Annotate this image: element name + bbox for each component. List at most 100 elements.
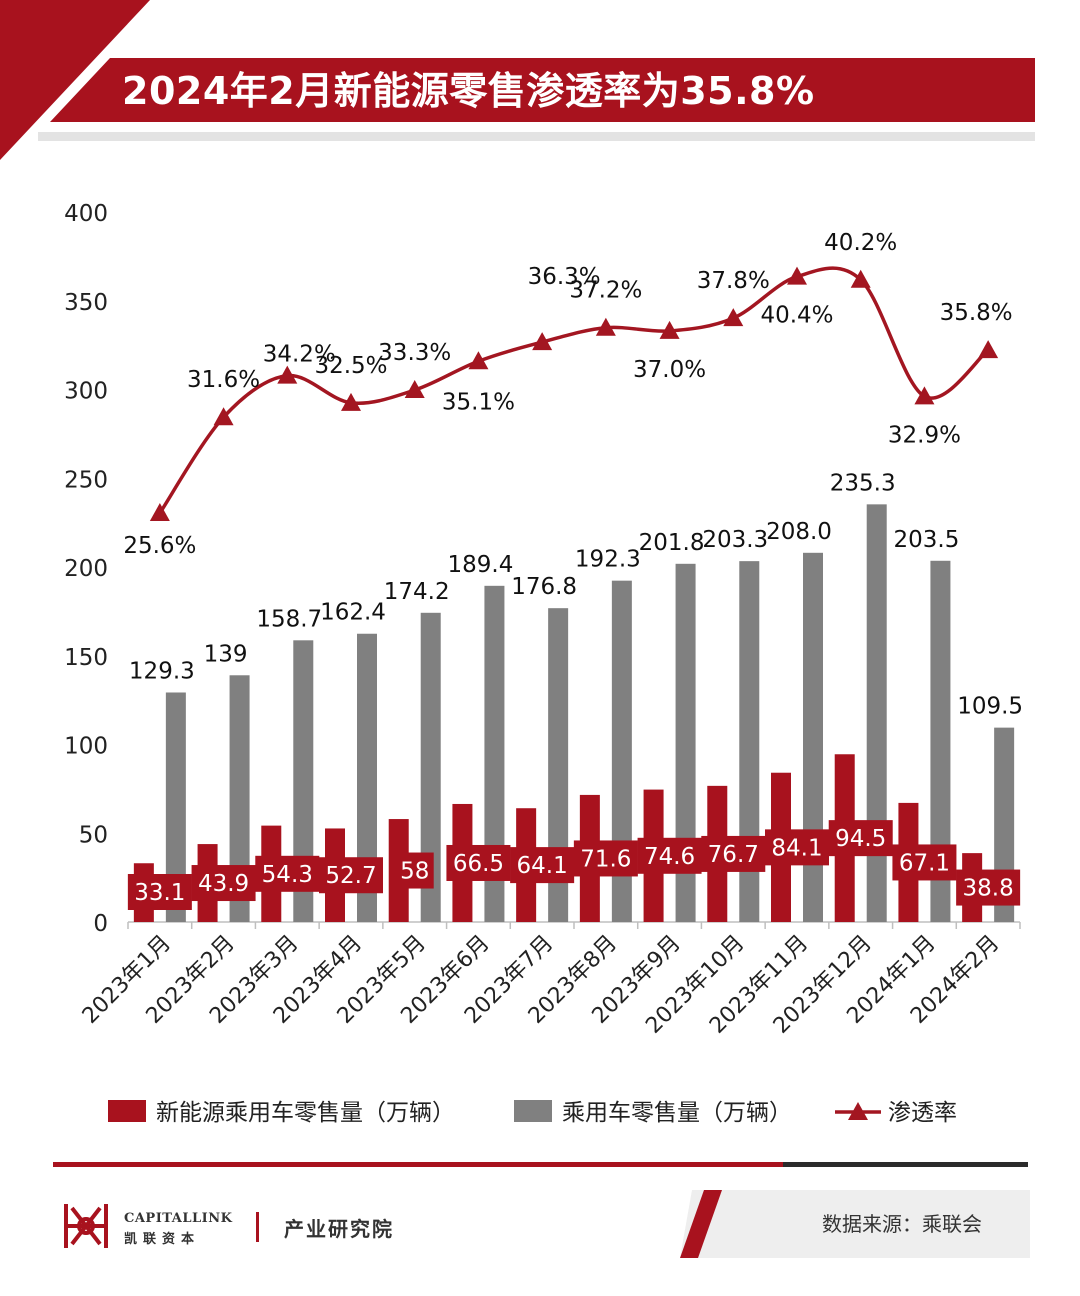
- legend-rate-marker: [848, 1102, 868, 1120]
- penetration-marker: [850, 269, 871, 288]
- nev-labels: 33.1 43.9 54.3 52.7 58 66.5 64.1 71.6 74.6 76.7 84…: [127, 820, 1021, 910]
- passenger-car-label: 235.3: [830, 470, 896, 496]
- header-divider: [38, 132, 1035, 141]
- nev-label: 54.3: [262, 862, 313, 888]
- passenger-car-bar: [866, 504, 887, 922]
- legend-rate-label: 渗透率: [888, 1100, 957, 1126]
- passenger-car-bars: [165, 504, 1015, 922]
- sales-penetration-chart: 0 50 100 150 200 250 300 350 400 129.3 139 158.716…: [64, 201, 1023, 1126]
- footer-line-red: [53, 1162, 783, 1167]
- nev-label-box: [637, 837, 702, 874]
- title-bar: [50, 58, 1035, 122]
- penetration-marker: [787, 266, 807, 285]
- nev-label: 38.8: [963, 876, 1014, 902]
- penetration-label: 33.3%: [378, 340, 451, 366]
- nev-label-box: [191, 865, 256, 902]
- penetration-label: 36.3%: [528, 264, 601, 290]
- y-tick-label: 150: [64, 645, 108, 671]
- nev-label-box: [127, 874, 192, 910]
- legend-passenger-swatch: [514, 1100, 552, 1122]
- penetration-line: [149, 266, 999, 522]
- passenger-car-label: 176.8: [511, 574, 577, 600]
- passenger-car-bar: [611, 580, 632, 922]
- penetration-label: 37.0%: [633, 357, 706, 383]
- logo-text-en: CAPITALLINK: [124, 1211, 233, 1226]
- logo-separator: [256, 1212, 259, 1242]
- penetration-labels: 25.6% 31.6%34.2%32.5%33.3% 35.1% 36.3%37.2%…: [123, 230, 1012, 559]
- passenger-car-label: 189.4: [447, 552, 513, 578]
- nev-label: 64.1: [517, 853, 568, 879]
- y-tick-label: 400: [64, 201, 108, 227]
- penetration-marker: [978, 340, 999, 359]
- passenger-car-bar: [293, 640, 314, 922]
- nev-label: 74.6: [644, 844, 695, 870]
- page-title: 2024年2月新能源零售渗透率为35.8%: [122, 69, 815, 113]
- nev-label-box: [828, 820, 893, 857]
- nev-label: 43.9: [198, 871, 249, 897]
- nev-label: 84.1: [771, 835, 822, 861]
- penetration-marker: [277, 365, 298, 384]
- penetration-marker: [532, 332, 553, 351]
- legend-nev-label: 新能源乘用车零售量（万辆）: [156, 1100, 455, 1126]
- passenger-car-bar: [484, 585, 505, 922]
- passenger-car-label: 139: [204, 641, 248, 667]
- penetration-label: 32.5%: [314, 353, 387, 379]
- nev-bars: [133, 754, 983, 922]
- penetration-label: 40.4%: [760, 303, 833, 329]
- nev-label: 33.1: [134, 880, 185, 906]
- passenger-car-label: 162.4: [320, 600, 386, 626]
- legend: 新能源乘用车零售量（万辆） 乘用车零售量（万辆） 渗透率: [108, 1100, 957, 1126]
- passenger-car-label: 203.3: [702, 527, 768, 553]
- penetration-marker: [341, 392, 361, 411]
- nev-label-box: [701, 835, 766, 872]
- y-tick-label: 50: [79, 822, 108, 848]
- nev-label: 76.7: [708, 842, 759, 868]
- penetration-marker: [213, 407, 234, 426]
- capitallink-logo-icon: [64, 1204, 108, 1248]
- y-tick-label: 200: [64, 556, 108, 582]
- x-axis-line: [127, 921, 1021, 929]
- penetration-marker: [404, 380, 425, 399]
- nev-label-box: [395, 852, 434, 889]
- penetration-marker: [149, 503, 170, 522]
- y-tick-label: 300: [64, 379, 108, 405]
- data-source: 数据来源：乘联会: [822, 1212, 982, 1236]
- penetration-label: 40.2%: [824, 230, 897, 256]
- nev-label-box: [892, 844, 957, 881]
- legend-nev-swatch: [108, 1100, 146, 1122]
- penetration-label: 37.8%: [697, 268, 770, 294]
- passenger-car-bar: [739, 561, 760, 922]
- source-box: [680, 1190, 1030, 1258]
- nev-label-box: [510, 847, 575, 884]
- nev-label-box: [765, 829, 829, 866]
- penetration-label: 35.8%: [940, 300, 1013, 326]
- nev-label: 67.1: [899, 850, 950, 876]
- passenger-car-bar: [420, 612, 441, 922]
- y-tick-label: 0: [93, 911, 108, 937]
- passenger-car-label: 158.7: [256, 606, 322, 632]
- passenger-car-bar: [357, 633, 377, 922]
- penetration-label: 25.6%: [123, 533, 196, 559]
- x-axis-ticks: 2023年1月2023年2月2023年3月2023年4月2023年5月2023年…: [78, 931, 1005, 1039]
- corner-triangle: [0, 0, 150, 160]
- passenger-car-label: 208.0: [766, 519, 832, 545]
- penetration-marker: [595, 317, 616, 336]
- passenger-car-bar: [165, 692, 186, 922]
- passenger-car-label: 203.5: [893, 527, 959, 553]
- penetration-label: 31.6%: [187, 367, 260, 393]
- passenger-car-label: 174.2: [384, 579, 450, 605]
- logo-text-cn: 凯联资本: [124, 1232, 201, 1247]
- nev-label: 71.6: [580, 846, 631, 872]
- y-axis-ticks: 0 50 100 150 200 250 300 350 400: [64, 201, 108, 937]
- penetration-marker: [723, 308, 744, 327]
- legend-passenger-label: 乘用车零售量（万辆）: [562, 1100, 792, 1126]
- passenger-car-bar: [548, 608, 569, 922]
- nev-label: 66.5: [453, 851, 504, 877]
- passenger-car-bar: [803, 552, 823, 922]
- passenger-car-bar: [675, 563, 696, 922]
- passenger-car-label: 201.8: [639, 530, 705, 556]
- nev-label: 94.5: [835, 826, 886, 852]
- penetration-label: 37.2%: [569, 278, 642, 304]
- department-name: 产业研究院: [284, 1217, 394, 1241]
- nev-label-box: [319, 857, 383, 894]
